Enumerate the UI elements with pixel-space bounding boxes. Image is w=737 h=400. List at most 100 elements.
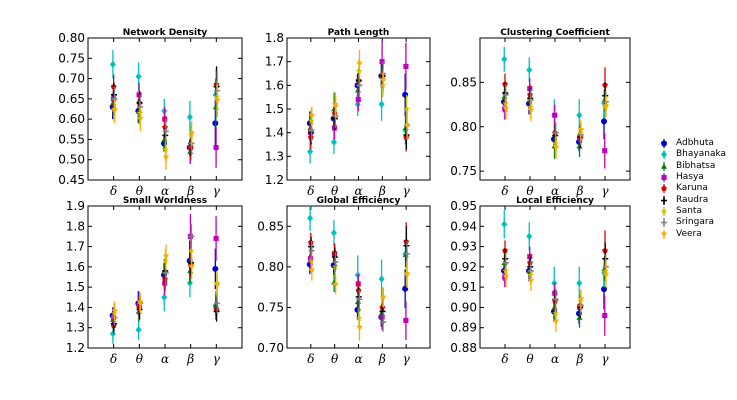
data-point [403,317,409,323]
data-point [578,128,584,134]
data-point [214,98,221,104]
x-tick-label: α [161,352,169,366]
y-tick-label: 0.89 [450,321,477,335]
x-tick-label: β [576,352,584,366]
legend-marker-icon [661,195,667,205]
y-tick-label: 0.60 [58,112,85,126]
y-tick-label: 1.6 [66,260,85,274]
legend-marker [661,231,667,238]
data-point [528,278,534,285]
y-tick-label: 0.80 [257,260,284,274]
x-tick-label: θ [526,184,534,198]
y-tick-label: 1.3 [66,321,85,335]
x-tick-label: θ [136,352,144,366]
panel-title: Small Worldness [123,196,207,206]
series-veera [308,261,411,341]
x-tick-label: δ [307,184,314,198]
data-point [356,296,363,303]
data-point [502,91,509,98]
legend-label: Karuna [676,183,708,194]
data-point [308,256,314,262]
data-point [603,272,609,278]
data-point [111,108,118,115]
data-point [307,148,314,156]
data-point [552,112,558,118]
data-point [308,268,315,274]
x-tick-label: α [551,184,559,198]
y-tick-label: 0.75 [58,51,85,65]
panel-local-efficiency: Local Efficiency 0.88 0.89 0.90 0.91 0.92 0.93… [450,196,631,366]
data-point [601,118,607,125]
data-point [503,274,509,280]
series-sringara [111,70,221,156]
y-tick-label: 1.9 [66,199,85,213]
legend-marker-icon [660,206,668,216]
legend-item-veera: Veera [655,228,726,239]
legend-item-karuna: Karuna [655,183,726,194]
legend-marker-icon [661,229,667,239]
data-point [356,325,363,331]
y-tick-label: 1.8 [66,219,85,233]
legend-item-adbhuta: Adbhuta [655,138,726,149]
legend-item-bibhatsa: Bibhatsa [655,161,726,172]
y-tick-label: 0.70 [257,341,284,355]
x-tick-label: δ [110,352,117,366]
y-tick-label: 0.93 [450,240,477,254]
y-tick-label: 0.95 [450,199,477,213]
legend-label: Sringara [676,217,715,228]
data-point [403,250,410,257]
series-veera [111,84,221,170]
panel-title: Global Efficiency [317,196,401,206]
data-point [308,113,315,120]
x-tick-label: γ [213,184,221,198]
panel-network-density: Network Density 0.45 0.50 0.55 0.60 0.65 0.70 0… [58,28,243,198]
data-point [137,116,144,123]
y-tick-label: 0.75 [257,300,284,314]
data-point [553,319,559,325]
data-point [602,148,608,154]
y-tick-label: 0.55 [58,132,85,146]
data-point [214,300,221,307]
x-tick-label: α [551,352,559,366]
data-point [380,78,387,84]
legend-marker [661,140,667,147]
x-tick-label: β [186,352,194,366]
legend-label: Hasya [676,172,704,183]
legend-marker-icon [661,218,667,228]
data-point [501,220,508,228]
x-tick-label: β [576,184,584,198]
legend-marker-icon [661,139,667,149]
x-tick-label: θ [331,184,339,198]
x-tick-label: δ [501,352,508,366]
x-tick-label: α [354,352,362,366]
y-tick-label: 0.94 [450,219,477,233]
panel-small-worldness: Small Worldness 1.2 1.3 1.4 1.5 1.6 1.7 1.8 1.9 δ… [66,196,243,366]
data-point [526,232,533,241]
data-point [379,59,385,65]
legend-marker [661,151,667,159]
legend-marker-icon [661,161,667,171]
legend-label: Veera [676,228,702,239]
panel-title: Local Efficiency [516,196,594,206]
y-tick-label: 1.7 [66,240,85,254]
x-tick-label: γ [213,352,221,366]
y-tick-label: 0.80 [450,120,477,134]
series-veera [111,244,221,322]
y-tick-label: 1.4 [265,126,284,140]
legend-label: Santa [676,205,702,216]
panel-title: Clustering Coefficient [500,28,610,38]
legend-label: Bibhatsa [676,160,716,171]
data-point [135,326,142,334]
data-point [213,144,219,151]
y-tick-label: 1.5 [265,102,284,116]
data-point [553,145,559,152]
y-tick-label: 0.50 [58,153,85,167]
x-tick-label: θ [136,184,144,198]
data-point [330,138,337,146]
data-point [576,111,583,119]
legend-marker-icon [661,184,667,194]
data-point [380,319,387,326]
legend-marker [661,197,667,204]
x-tick-label: β [378,184,386,198]
